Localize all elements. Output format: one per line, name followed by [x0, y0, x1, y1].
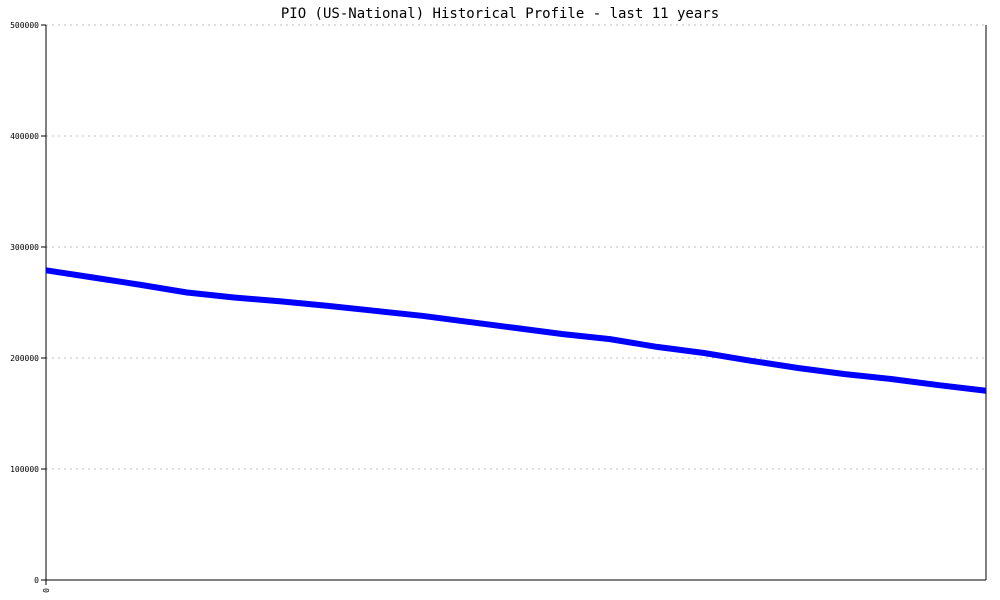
- y-tick-label: 200000: [10, 354, 39, 363]
- series-line: [45, 267, 987, 394]
- y-tick-label: 300000: [10, 243, 39, 252]
- chart-title: PIO (US-National) Historical Profile - l…: [281, 6, 719, 22]
- y-tick-label: 100000: [10, 465, 39, 474]
- x-tick-label: 0: [42, 588, 51, 593]
- y-tick-label: 500000: [10, 21, 39, 30]
- y-tick-label: 0: [34, 576, 39, 585]
- y-tick-label: 400000: [10, 132, 39, 141]
